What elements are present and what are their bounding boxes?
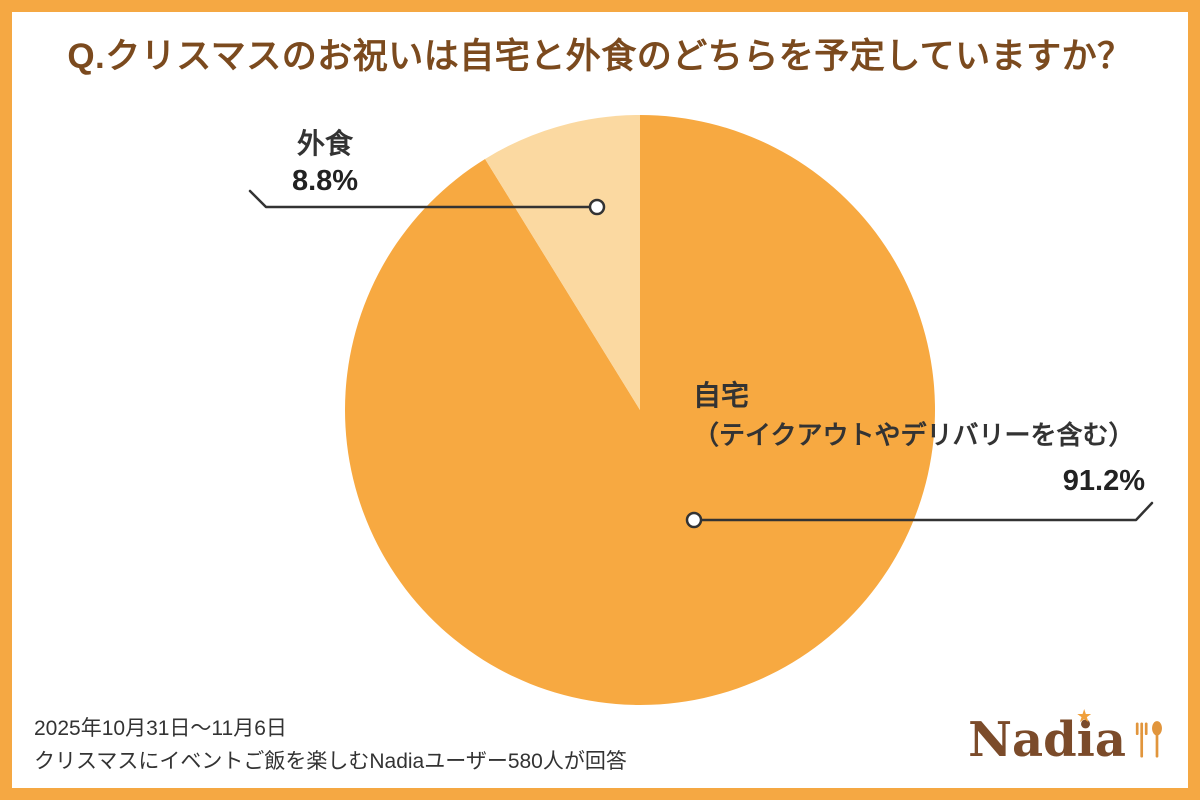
survey-respondents: クリスマスにイベントご飯を楽しむNadiaユーザー580人が回答	[34, 750, 627, 773]
pie-slices	[345, 115, 936, 705]
home-label: 自宅	[693, 380, 750, 411]
eating-out-label: 外食	[296, 128, 353, 159]
brand-name: Nadia	[968, 712, 1126, 768]
survey-footer: 2025年10月31日～11月6日 クリスマスにイベントご飯を楽しむNadiaユ…	[34, 712, 627, 778]
eating-out-percentage: 8.8%	[291, 165, 359, 197]
callout-home: 自宅 （テイクアウトやデリバリーを含む） 91.2%	[693, 378, 1145, 498]
pie-slice	[485, 115, 640, 410]
chart-title: Q.クリスマスのお祝いは自宅と外食のどちらを予定していますか？	[67, 37, 1133, 76]
leader-line-home	[692, 501, 1154, 522]
survey-period: 2025年10月31日～11月6日	[34, 717, 287, 740]
home-sublabel: （テイクアウトやデリバリーを含む）	[693, 420, 1135, 450]
home-percentage: 91.2%	[1062, 464, 1145, 497]
callout-marker-eating-out	[588, 198, 606, 216]
leader-line-eating-out	[248, 189, 599, 209]
star-icon: ★	[1076, 706, 1093, 726]
callout-marker-home	[685, 511, 703, 529]
nadia-logo: Nadia ★	[968, 706, 1166, 768]
callout-eating-out: 外食 8.8%	[240, 126, 410, 198]
pie-slice	[345, 115, 936, 705]
cutlery-icon	[1135, 721, 1162, 758]
